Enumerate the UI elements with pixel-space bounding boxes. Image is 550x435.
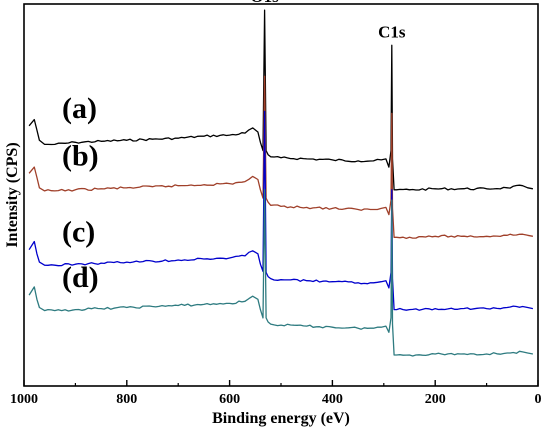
plot-frame <box>23 3 539 387</box>
x-tick-label-0: 0 <box>535 392 542 407</box>
series-label-c: (c) <box>62 216 95 249</box>
series-label-a: (a) <box>62 92 97 125</box>
tick-layer: 1000 800 600 400 200 0 <box>10 380 542 407</box>
x-tick-label-400: 400 <box>322 392 343 407</box>
series-layer <box>28 9 534 357</box>
series-label-b: (b) <box>62 139 99 172</box>
peak-annotation-c1s: C1s <box>378 22 406 41</box>
x-tick-label-1000: 1000 <box>10 392 38 407</box>
series-line-b <box>28 75 534 240</box>
series-line-d <box>28 189 534 357</box>
series-line-c <box>28 110 534 311</box>
x-tick-label-600: 600 <box>219 392 240 407</box>
x-axis-label: Binding energy (eV) <box>212 410 350 427</box>
series-line-a <box>28 9 534 191</box>
peak-annotation-o1s: O1s <box>250 0 279 6</box>
series-label-d: (d) <box>62 261 99 294</box>
label-layer: (a) (b) (c) (d) O1s C1s <box>62 0 406 294</box>
x-tick-label-200: 200 <box>425 392 446 407</box>
x-tick-label-800: 800 <box>116 392 137 407</box>
y-axis-label: Intensity (CPS) <box>4 142 21 247</box>
